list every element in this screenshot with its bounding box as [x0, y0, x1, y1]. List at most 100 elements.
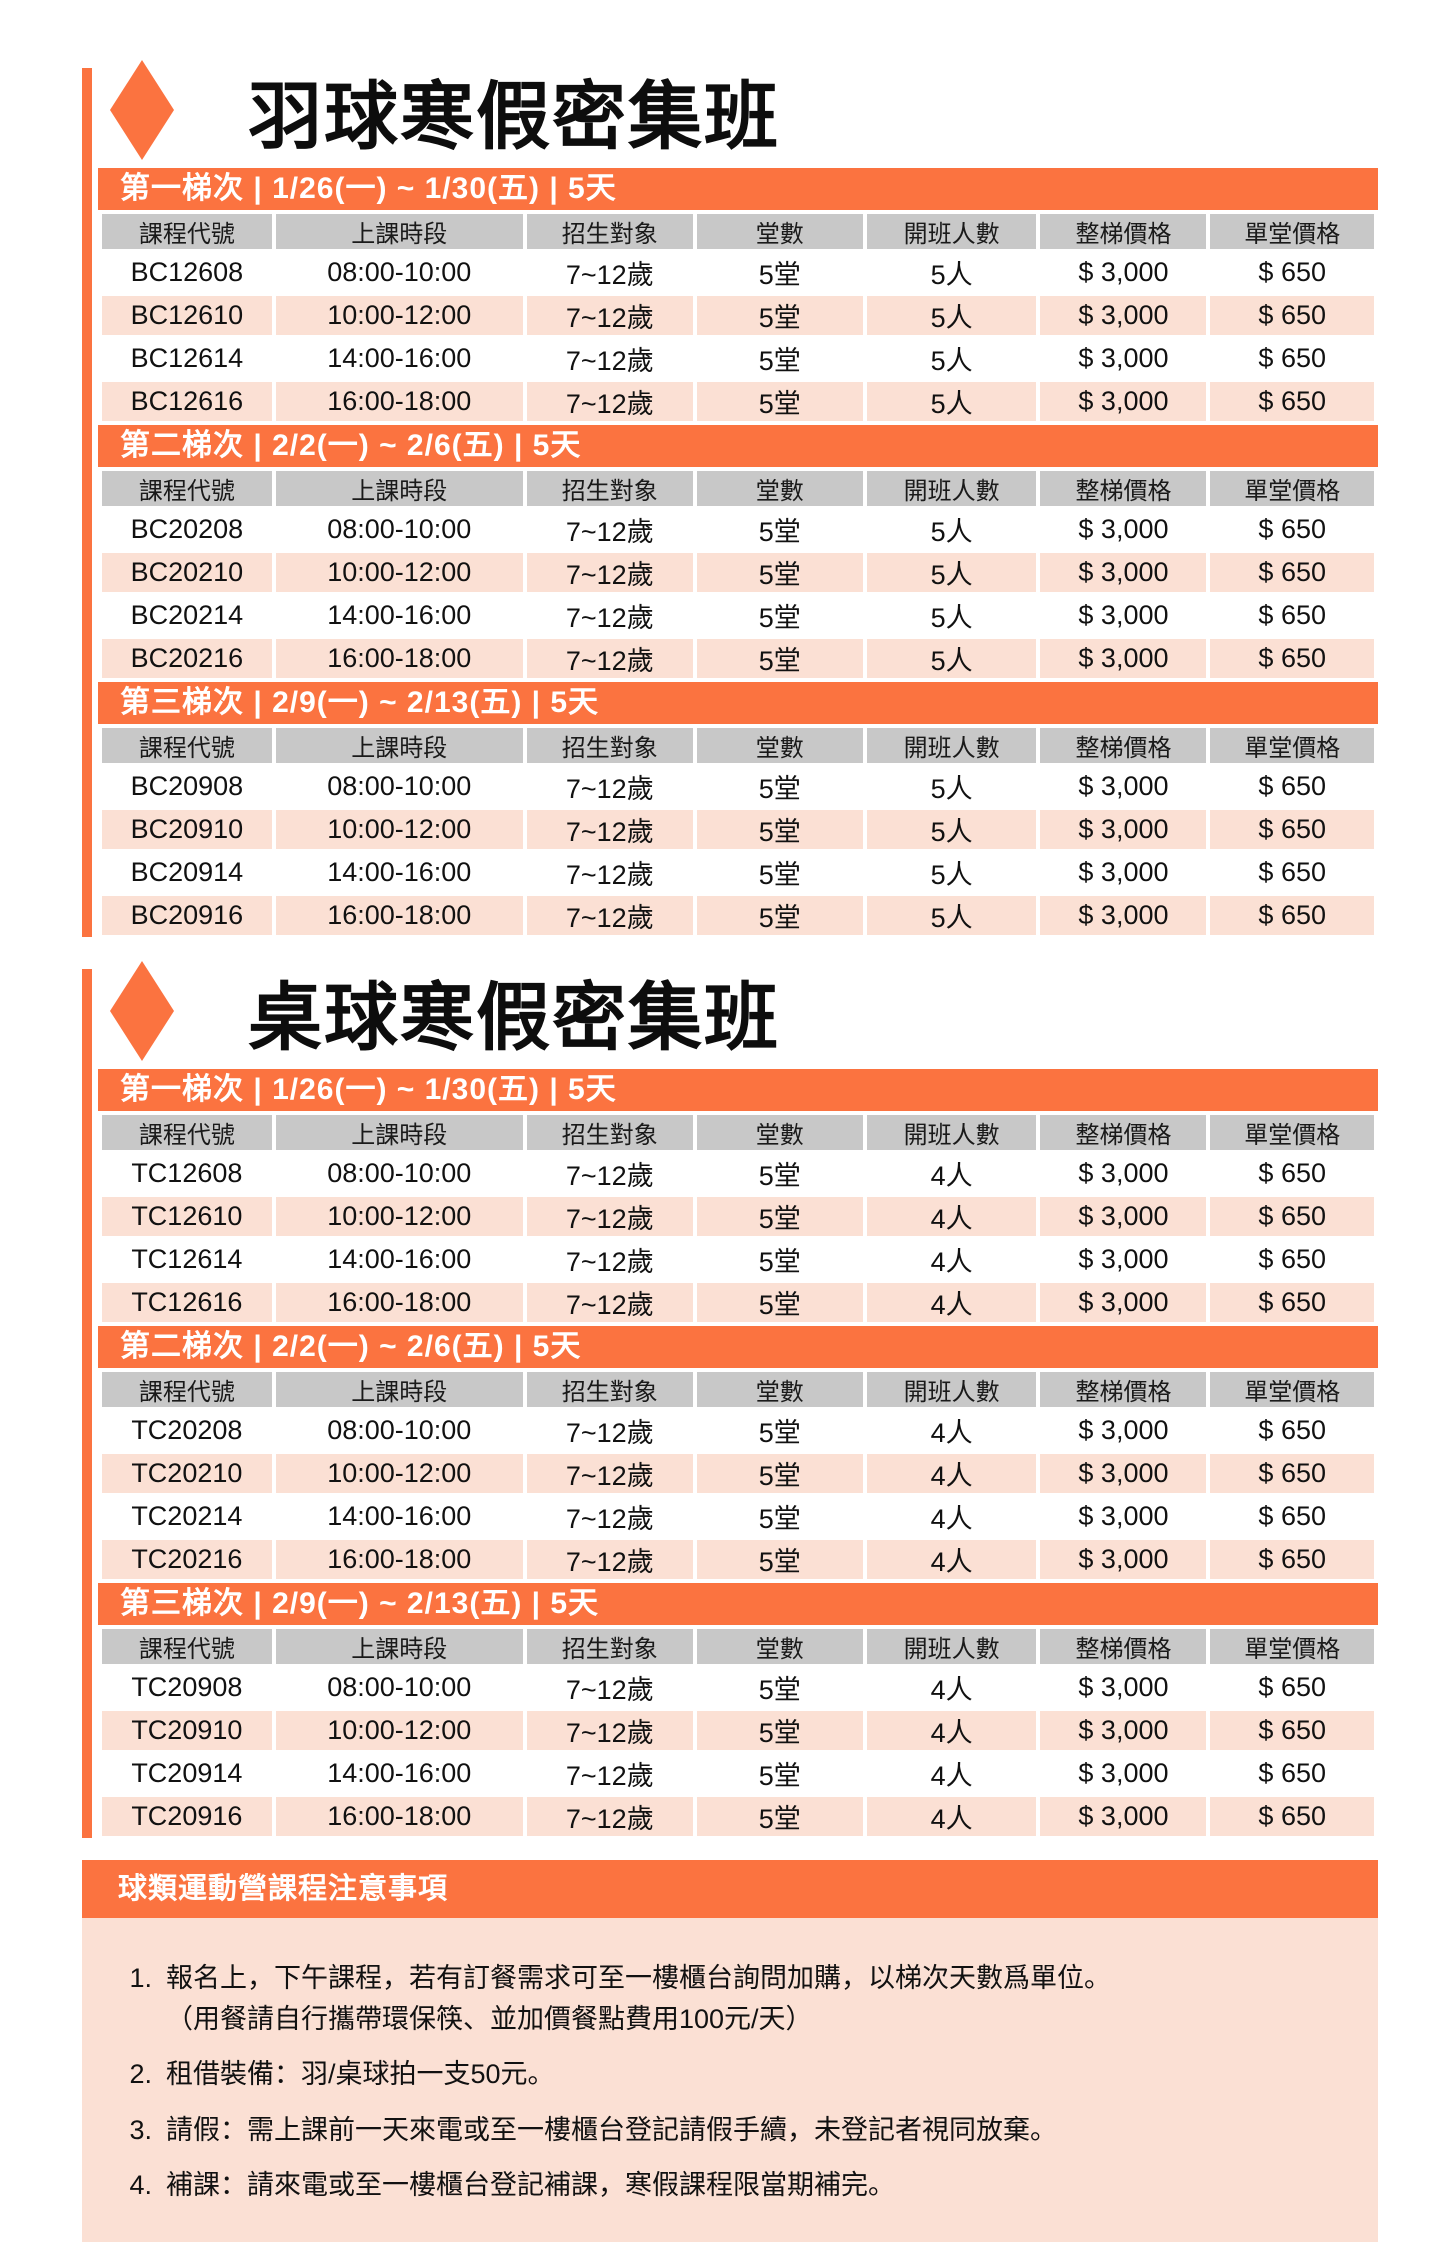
table-cell: 4人 — [866, 1154, 1037, 1193]
table-cell: $ 650 — [1210, 1154, 1374, 1193]
table-cell: TC20210 — [102, 1454, 272, 1493]
note-line: 報名上，下午課程，若有訂餐需求可至一樓櫃台詢問加購，以梯次天數爲單位。 — [166, 1963, 1111, 1993]
table-row: BC20216 16:00-18:00 7~12歲 5堂 5人 $ 3,000 $ 650 — [102, 639, 1374, 678]
column-header: 課程代號 — [102, 1115, 272, 1150]
column-header: 課程代號 — [102, 214, 272, 249]
column-header: 開班人數 — [866, 1629, 1037, 1664]
table-cell: 14:00-16:00 — [275, 853, 523, 892]
column-header: 招生對象 — [526, 1372, 693, 1407]
table-cell: 7~12歲 — [526, 1283, 693, 1322]
table-row: BC20914 14:00-16:00 7~12歲 5堂 5人 $ 3,000 $ 650 — [102, 853, 1374, 892]
table-cell: 10:00-12:00 — [275, 810, 523, 849]
table-cell: $ 650 — [1210, 1754, 1374, 1793]
table-cell: 14:00-16:00 — [275, 339, 523, 378]
diamond-icon — [110, 60, 174, 160]
table-cell: BC20916 — [102, 896, 272, 935]
table-row: BC12616 16:00-18:00 7~12歲 5堂 5人 $ 3,000 $ 650 — [102, 382, 1374, 421]
course-sections: 羽球寒假密集班 第一梯次 | 1/26(一) ~ 1/30(五) | 5天 課程代號… — [82, 58, 1378, 1840]
header-row: 課程代號 上課時段 招生對象 堂數 開班人數 整梯價格 單堂價格 — [102, 728, 1374, 763]
table-cell: 4人 — [866, 1711, 1037, 1750]
table-cell: $ 650 — [1210, 1540, 1374, 1579]
table-cell: $ 650 — [1210, 1711, 1374, 1750]
table-cell: $ 3,000 — [1040, 1540, 1207, 1579]
table-cell: TC12610 — [102, 1197, 272, 1236]
column-header: 招生對象 — [526, 728, 693, 763]
note-number: 4. — [129, 2170, 152, 2200]
table-cell: 7~12歲 — [526, 639, 693, 678]
table-cell: $ 3,000 — [1040, 810, 1207, 849]
table-cell: 4人 — [866, 1411, 1037, 1450]
table-cell: 5堂 — [696, 639, 863, 678]
table-cell: 7~12歲 — [526, 810, 693, 849]
table-cell: BC20208 — [102, 510, 272, 549]
table-cell: $ 650 — [1210, 896, 1374, 935]
session-header: 第一梯次 | 1/26(一) ~ 1/30(五) | 5天 — [98, 1069, 1378, 1111]
session-header: 第一梯次 | 1/26(一) ~ 1/30(五) | 5天 — [98, 168, 1378, 210]
course-table: 課程代號 上課時段 招生對象 堂數 開班人數 整梯價格 單堂價格 TC20908 08:00-1… — [98, 1625, 1378, 1840]
table-cell: 5堂 — [696, 1454, 863, 1493]
table-cell: TC20208 — [102, 1411, 272, 1450]
column-header: 整梯價格 — [1040, 1115, 1207, 1150]
table-cell: $ 3,000 — [1040, 1283, 1207, 1322]
accent-bar — [82, 68, 92, 937]
table-cell: $ 3,000 — [1040, 1711, 1207, 1750]
table-cell: $ 650 — [1210, 1497, 1374, 1536]
table-cell: TC20908 — [102, 1668, 272, 1707]
accent-bar — [82, 969, 92, 1838]
table-cell: 7~12歲 — [526, 1668, 693, 1707]
note-text: 租借裝備：羽/桌球拍一支50元。 — [166, 2054, 555, 2095]
table-cell: BC20214 — [102, 596, 272, 635]
column-header: 上課時段 — [275, 471, 523, 506]
column-header: 開班人數 — [866, 214, 1037, 249]
table-cell: $ 3,000 — [1040, 596, 1207, 635]
column-header: 上課時段 — [275, 1115, 523, 1150]
table-row: TC12614 14:00-16:00 7~12歲 5堂 4人 $ 3,000 $ 650 — [102, 1240, 1374, 1279]
table-cell: 5人 — [866, 510, 1037, 549]
table-row: BC12608 08:00-10:00 7~12歲 5堂 5人 $ 3,000 $ 650 — [102, 253, 1374, 292]
table-cell: $ 650 — [1210, 1197, 1374, 1236]
table-cell: TC20916 — [102, 1797, 272, 1836]
table-cell: 5堂 — [696, 510, 863, 549]
table-cell: BC20210 — [102, 553, 272, 592]
table-row: TC20216 16:00-18:00 7~12歲 5堂 4人 $ 3,000 $ 650 — [102, 1540, 1374, 1579]
column-header: 堂數 — [696, 214, 863, 249]
column-header: 課程代號 — [102, 1629, 272, 1664]
table-cell: $ 650 — [1210, 1283, 1374, 1322]
table-cell: 5人 — [866, 553, 1037, 592]
notes-title: 球類運動營課程注意事項 — [82, 1860, 1378, 1918]
column-header: 整梯價格 — [1040, 471, 1207, 506]
column-header: 堂數 — [696, 1372, 863, 1407]
table-cell: $ 650 — [1210, 810, 1374, 849]
table-cell: 14:00-16:00 — [275, 1240, 523, 1279]
table-cell: 5堂 — [696, 296, 863, 335]
table-cell: 16:00-18:00 — [275, 896, 523, 935]
table-row: TC12610 10:00-12:00 7~12歲 5堂 4人 $ 3,000 $ 650 — [102, 1197, 1374, 1236]
table-row: TC20208 08:00-10:00 7~12歲 5堂 4人 $ 3,000 $ 650 — [102, 1411, 1374, 1450]
table-row: TC20916 16:00-18:00 7~12歲 5堂 4人 $ 3,000 $ 650 — [102, 1797, 1374, 1836]
note-item: 1. 報名上，下午課程，若有訂餐需求可至一樓櫃台詢問加購，以梯次天數爲單位。 （用餐… — [106, 1958, 1338, 2039]
column-header: 上課時段 — [275, 1629, 523, 1664]
column-header: 開班人數 — [866, 1372, 1037, 1407]
table-cell: $ 3,000 — [1040, 853, 1207, 892]
table-cell: 08:00-10:00 — [275, 1411, 523, 1450]
section-title: 桌球寒假密集班 — [248, 975, 780, 1059]
table-cell: $ 3,000 — [1040, 1411, 1207, 1450]
table-cell: $ 650 — [1210, 339, 1374, 378]
table-cell: 4人 — [866, 1540, 1037, 1579]
table-cell: 5堂 — [696, 1797, 863, 1836]
column-header: 單堂價格 — [1210, 1115, 1374, 1150]
column-header: 招生對象 — [526, 471, 693, 506]
header-row: 課程代號 上課時段 招生對象 堂數 開班人數 整梯價格 單堂價格 — [102, 214, 1374, 249]
session-header: 第二梯次 | 2/2(一) ~ 2/6(五) | 5天 — [98, 425, 1378, 467]
table-cell: 7~12歲 — [526, 296, 693, 335]
table-cell: 08:00-10:00 — [275, 1154, 523, 1193]
column-header: 招生對象 — [526, 1629, 693, 1664]
note-line: 補課：請來電或至一樓櫃台登記補課，寒假課程限當期補完。 — [166, 2170, 895, 2200]
table-cell: $ 3,000 — [1040, 296, 1207, 335]
table-cell: $ 650 — [1210, 767, 1374, 806]
table-cell: $ 3,000 — [1040, 253, 1207, 292]
table-cell: $ 650 — [1210, 1454, 1374, 1493]
section-title: 羽球寒假密集班 — [248, 74, 780, 158]
table-cell: BC20914 — [102, 853, 272, 892]
table-cell: 4人 — [866, 1240, 1037, 1279]
